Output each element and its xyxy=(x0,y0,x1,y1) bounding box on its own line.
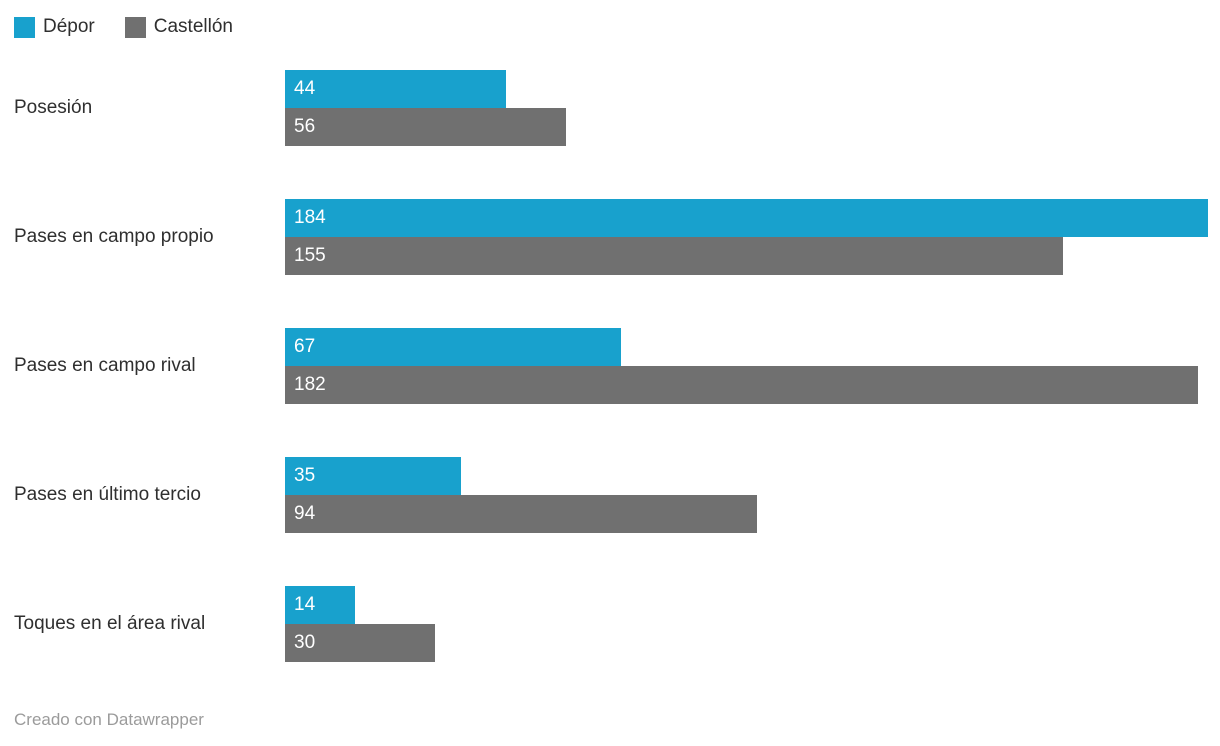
chart-rows: Posesión 44 56 Pases en campo propio 184 1… xyxy=(14,70,1208,662)
category-label: Toques en el área rival xyxy=(14,613,206,634)
bar-value-label: 56 xyxy=(294,116,316,137)
bar-group: 67 182 xyxy=(285,328,1208,404)
legend: Dépor Castellón xyxy=(14,16,1208,38)
legend-item-castellon: Castellón xyxy=(124,16,233,38)
bar-value-label: 14 xyxy=(294,594,316,615)
bar-castellon: 56 xyxy=(285,108,566,146)
chart-row: Pases en campo propio 184 155 xyxy=(14,199,1208,275)
bar-castellon: 94 xyxy=(285,495,757,533)
chart-row: Pases en campo rival 67 182 xyxy=(14,328,1208,404)
bar-depor: 14 xyxy=(285,586,356,624)
legend-swatch-depor xyxy=(14,16,35,38)
legend-label-castellon: Castellón xyxy=(153,16,233,37)
bar-value-label: 155 xyxy=(294,245,326,266)
legend-item-depor: Dépor xyxy=(14,16,95,38)
bar-group: 35 94 xyxy=(285,457,1208,533)
category-label: Pases en último tercio xyxy=(14,484,201,505)
bar-group: 14 30 xyxy=(285,586,1208,662)
chart-row: Pases en último tercio 35 94 xyxy=(14,457,1208,533)
chart-row: Toques en el área rival 14 30 xyxy=(14,586,1208,662)
category-label: Pases en campo propio xyxy=(14,226,214,247)
chart-row: Posesión 44 56 xyxy=(14,70,1208,146)
attribution-text: Creado con Datawrapper xyxy=(14,710,204,729)
bar-value-label: 182 xyxy=(294,374,326,395)
bar-group: 184 155 xyxy=(285,199,1208,275)
bar-value-label: 184 xyxy=(294,207,326,228)
bar-castellon: 155 xyxy=(285,237,1063,275)
bar-value-label: 30 xyxy=(294,632,316,653)
category-label: Pases en campo rival xyxy=(14,355,196,376)
bar-depor: 44 xyxy=(285,70,506,108)
bar-value-label: 35 xyxy=(294,465,316,486)
bar-value-label: 67 xyxy=(294,336,316,357)
bar-depor: 184 xyxy=(285,199,1208,237)
bar-depor: 67 xyxy=(285,328,622,366)
bar-castellon: 30 xyxy=(285,624,436,662)
bar-value-label: 94 xyxy=(294,503,316,524)
bar-group: 44 56 xyxy=(285,70,1208,146)
bar-castellon: 182 xyxy=(285,366,1198,404)
bar-value-label: 44 xyxy=(294,78,316,99)
legend-label-depor: Dépor xyxy=(43,16,95,37)
bar-depor: 35 xyxy=(285,457,461,495)
legend-swatch-castellon xyxy=(124,16,146,38)
category-label: Posesión xyxy=(14,97,93,118)
